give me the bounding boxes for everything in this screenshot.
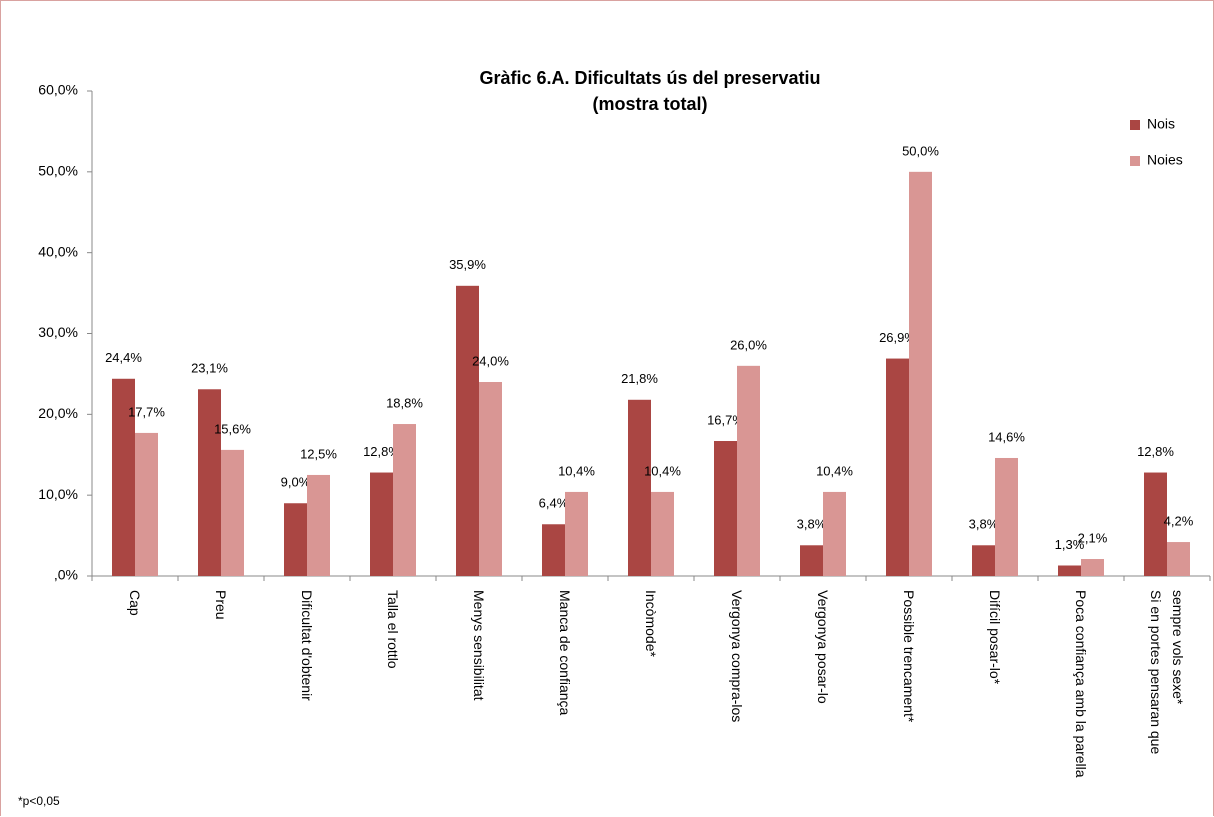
value-label: 10,4% bbox=[816, 463, 853, 478]
value-label: 3,8% bbox=[797, 517, 827, 532]
value-label: 15,6% bbox=[214, 421, 251, 436]
value-label: 9,0% bbox=[281, 475, 311, 490]
value-label: 24,0% bbox=[472, 353, 509, 368]
value-label: 4,2% bbox=[1164, 513, 1194, 528]
y-tick-label: 20,0% bbox=[38, 405, 78, 421]
legend-swatch bbox=[1130, 156, 1140, 166]
bar bbox=[1144, 472, 1167, 576]
value-label: 26,9% bbox=[879, 330, 916, 345]
bar bbox=[909, 171, 932, 577]
y-tick-label: ,0% bbox=[54, 567, 78, 583]
bar bbox=[393, 424, 416, 576]
x-tick-label: Manca de confiança bbox=[557, 590, 573, 716]
value-label: 18,8% bbox=[386, 395, 423, 410]
y-tick-label: 40,0% bbox=[38, 243, 78, 259]
legend-label: Noies bbox=[1147, 152, 1183, 168]
value-label: 21,8% bbox=[621, 371, 658, 386]
bar bbox=[972, 545, 995, 576]
bar bbox=[628, 399, 651, 576]
bar bbox=[565, 491, 588, 576]
y-tick-label: 30,0% bbox=[38, 324, 78, 340]
y-tick-label: 50,0% bbox=[38, 163, 78, 179]
value-label: 12,8% bbox=[1137, 444, 1174, 459]
bar bbox=[714, 441, 737, 576]
value-label: 10,4% bbox=[558, 463, 595, 478]
x-tick-label: Difícil posar-lo* bbox=[987, 590, 1003, 685]
bar bbox=[1167, 542, 1190, 576]
chart-subtitle: (mostra total) bbox=[592, 94, 707, 114]
legend-swatch bbox=[1130, 120, 1140, 130]
value-label: 6,4% bbox=[539, 496, 569, 511]
value-label: 1,3% bbox=[1055, 537, 1085, 552]
bar bbox=[456, 285, 479, 576]
bar bbox=[221, 449, 244, 576]
value-label: 2,1% bbox=[1078, 530, 1108, 545]
x-tick-label: Si en portes pensaran que sempre vols se… bbox=[1148, 590, 1186, 755]
bar bbox=[995, 457, 1018, 576]
value-label: 35,9% bbox=[449, 257, 486, 272]
value-label: 26,0% bbox=[730, 337, 767, 352]
value-label: 10,4% bbox=[644, 463, 681, 478]
x-tick-label: Vergonya posar-lo bbox=[815, 590, 831, 704]
bar bbox=[651, 491, 674, 576]
value-label: 12,8% bbox=[363, 444, 400, 459]
bar bbox=[823, 491, 846, 576]
bar bbox=[135, 432, 158, 576]
bar bbox=[198, 389, 221, 576]
x-tick-label: Vergonya compra-los bbox=[729, 590, 745, 723]
x-tick-label: Possible trencament* bbox=[901, 590, 917, 723]
bar bbox=[800, 545, 823, 576]
value-label: 23,1% bbox=[191, 361, 228, 376]
x-tick-label: Dificultat d'obtenir bbox=[299, 590, 315, 701]
x-tick-label: Menys sensibilitat bbox=[471, 590, 487, 701]
bar bbox=[542, 524, 565, 576]
x-tick-label: Cap bbox=[127, 590, 143, 616]
bar bbox=[1058, 565, 1081, 576]
value-label: 14,6% bbox=[988, 429, 1025, 444]
value-label: 3,8% bbox=[969, 517, 999, 532]
bar bbox=[737, 365, 760, 576]
x-tick-label: Talla el rottlo bbox=[385, 590, 401, 669]
x-tick-label: Preu bbox=[213, 590, 229, 620]
y-tick-label: 10,0% bbox=[38, 486, 78, 502]
bar bbox=[886, 358, 909, 576]
bar bbox=[1081, 559, 1104, 576]
bar bbox=[284, 503, 307, 576]
value-label: 50,0% bbox=[902, 143, 939, 158]
legend-label: Nois bbox=[1147, 116, 1175, 132]
y-tick-label: 60,0% bbox=[38, 82, 78, 98]
x-tick-label: Poca confiança amb la parella bbox=[1073, 590, 1089, 778]
value-label: 17,7% bbox=[128, 404, 165, 419]
bar bbox=[112, 378, 135, 576]
footnote: *p<0,05 bbox=[18, 794, 60, 808]
value-label: 16,7% bbox=[707, 412, 744, 427]
x-tick-label: Incòmode* bbox=[643, 590, 659, 657]
chart-title: Gràfic 6.A. Dificultats ús del preservat… bbox=[479, 68, 820, 88]
value-label: 24,4% bbox=[105, 350, 142, 365]
bar bbox=[307, 474, 330, 576]
bar bbox=[479, 382, 502, 576]
value-label: 12,5% bbox=[300, 446, 337, 461]
bar bbox=[370, 472, 393, 576]
